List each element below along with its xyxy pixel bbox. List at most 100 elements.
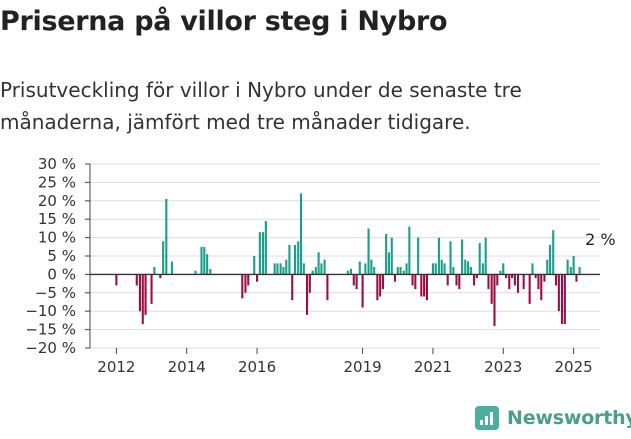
bar	[557, 274, 560, 312]
bar	[326, 274, 329, 301]
y-tick-label: 5 %	[47, 247, 76, 265]
bar	[461, 239, 464, 275]
bar	[534, 274, 537, 279]
y-tick-label: 30 %	[38, 155, 76, 173]
bar	[279, 263, 282, 275]
bar	[288, 244, 291, 275]
bar	[467, 261, 470, 275]
bar	[206, 254, 209, 275]
bar	[531, 263, 534, 275]
bar	[452, 267, 455, 275]
bar	[473, 274, 476, 286]
bar	[528, 274, 531, 304]
bar	[138, 274, 141, 312]
bar	[302, 263, 305, 275]
y-tick-label: −5 %	[35, 284, 76, 302]
bar	[554, 274, 558, 286]
bar	[458, 274, 461, 290]
bar	[282, 267, 285, 275]
bar	[247, 274, 250, 286]
brand-name: Newsworthy	[507, 407, 631, 429]
bar	[563, 274, 566, 325]
bar	[276, 263, 279, 275]
bar	[317, 252, 320, 275]
bar	[361, 274, 364, 308]
y-tick-label: 0 %	[47, 265, 76, 283]
logo-icon	[475, 406, 499, 430]
bar	[346, 270, 349, 275]
bar	[487, 274, 490, 290]
bar	[469, 267, 472, 275]
bar	[549, 244, 552, 275]
chart-title: Priserna på villor steg i Nybro	[0, 6, 448, 37]
bar	[481, 263, 484, 275]
bar	[566, 259, 569, 275]
bar	[537, 274, 540, 290]
y-tick-label: 15 %	[38, 210, 76, 228]
bar	[244, 274, 247, 293]
bar	[305, 274, 309, 315]
y-tick-label: 20 %	[38, 192, 76, 210]
bar	[144, 274, 147, 315]
bar	[253, 256, 256, 275]
bar	[379, 274, 382, 297]
bar	[493, 274, 496, 326]
bar	[385, 233, 388, 275]
bar	[200, 246, 203, 275]
bar-chart: 30 %25 %20 %15 %10 %5 %0 %−5 %−10 %−15 %…	[25, 155, 615, 376]
bar	[352, 274, 355, 286]
bar	[434, 263, 437, 275]
y-axis: 30 %25 %20 %15 %10 %5 %0 %−5 %−10 %−15 %…	[25, 155, 91, 357]
bar	[411, 274, 414, 286]
bar	[517, 274, 520, 293]
bar	[405, 263, 408, 275]
bar	[135, 274, 138, 286]
bar	[285, 259, 288, 275]
x-tick-label: 2014	[168, 358, 206, 376]
bar	[543, 274, 546, 282]
annotation-layer: 2 %	[585, 230, 615, 249]
bar	[496, 274, 499, 286]
bar	[262, 232, 265, 275]
bar	[165, 198, 168, 275]
x-axis: 2012 2014 2016 2019 2021 2023 2025	[97, 348, 593, 376]
bar	[273, 263, 276, 275]
bar	[414, 274, 417, 290]
bar	[464, 259, 467, 275]
chart-subtitle: Prisutveckling för villor i Nybro under …	[0, 78, 522, 134]
bar	[511, 274, 514, 279]
bar	[373, 267, 376, 275]
bar	[449, 241, 452, 275]
y-tick-label: 25 %	[38, 173, 76, 191]
bar	[522, 274, 525, 290]
bar	[297, 241, 300, 275]
x-tick-label: 2012	[97, 358, 135, 376]
bar	[484, 237, 487, 275]
bar-series	[115, 193, 581, 326]
bar	[423, 274, 426, 297]
bar	[162, 241, 165, 275]
bar	[364, 263, 367, 275]
grid-lines	[90, 163, 600, 349]
bar	[349, 268, 353, 275]
y-tick-label: −15 %	[25, 321, 76, 339]
y-tick-label: −20 %	[25, 339, 76, 357]
annotation-label: 2 %	[585, 230, 615, 249]
x-tick-label: 2019	[343, 358, 381, 376]
bar	[408, 226, 411, 275]
x-tick-label: 2023	[484, 358, 522, 376]
bar	[475, 274, 478, 279]
bar	[552, 230, 555, 275]
bar	[546, 259, 549, 275]
bar	[440, 259, 443, 275]
bar	[141, 274, 144, 325]
bar	[203, 246, 206, 275]
bar	[159, 274, 162, 279]
bar	[320, 263, 323, 275]
bar	[455, 274, 458, 286]
bar	[575, 274, 578, 282]
bar	[417, 237, 420, 275]
bar	[256, 274, 259, 282]
bar	[431, 263, 434, 275]
bar	[443, 263, 446, 275]
